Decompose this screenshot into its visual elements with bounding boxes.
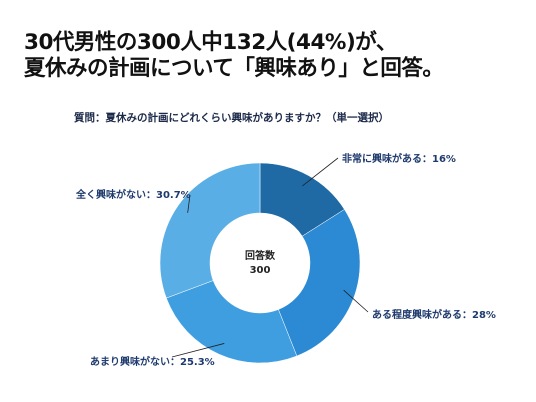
slice-label-somewhat-interested: ある程度興味がある：28% bbox=[372, 310, 496, 321]
question-text: 質問：夏休みの計画にどれくらい興味がありますか？（単一選択） bbox=[74, 112, 389, 124]
leader-line-not-interested bbox=[187, 194, 191, 213]
donut-slice-not-interested bbox=[159, 162, 261, 299]
center-value: 300 bbox=[249, 265, 271, 276]
center-title: 回答数 bbox=[245, 251, 275, 262]
slice-label-very-interested: 非常に興味がある：16% bbox=[342, 154, 456, 165]
slice-label-not-very-interested: あまり興味がない：25.3% bbox=[90, 357, 215, 368]
leader-line-not-very-interested bbox=[171, 343, 225, 358]
slice-label-not-interested: 全く興味がない：30.7% bbox=[76, 190, 191, 201]
leader-line-very-interested bbox=[302, 157, 339, 187]
headline-line-2: 夏休みの計画について「興味あり」と回答。 bbox=[24, 56, 444, 81]
leader-line-somewhat-interested bbox=[343, 289, 369, 313]
center-label: 回答数 300 bbox=[230, 250, 290, 278]
donut-slice-somewhat-interested bbox=[278, 209, 361, 357]
headline-line-1: 30代男性の300人中132人(44%)が、 bbox=[24, 30, 397, 55]
donut-slice-not-very-interested bbox=[166, 280, 298, 364]
headline: 30代男性の300人中132人(44%)が、 夏休みの計画について「興味あり」と… bbox=[24, 30, 444, 82]
